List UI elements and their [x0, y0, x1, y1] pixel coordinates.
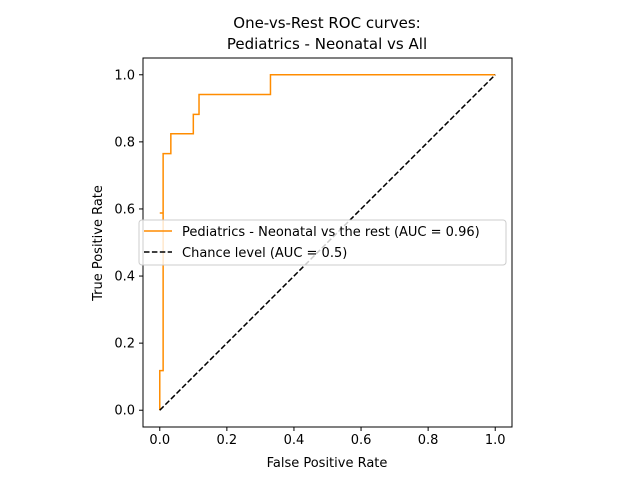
roc-curve-line — [159, 74, 496, 411]
y-tick-label: 0.0 — [114, 404, 135, 419]
legend-chance-label: Chance level (AUC = 0.5) — [182, 246, 347, 261]
y-tick-label: 0.8 — [114, 135, 135, 150]
y-tick-label: 0.6 — [114, 202, 135, 217]
legend: Pediatrics - Neonatal vs the rest (AUC =… — [138, 219, 507, 266]
y-tick-label: 1.0 — [114, 68, 135, 83]
chart-title-line-1: One-vs-Rest ROC curves: — [233, 14, 420, 32]
plot-area: 0.0 0.2 0.4 0.6 0.8 1.0 0.0 0.2 0.4 0.6 0.8 1.0 Pedi… — [114, 57, 513, 448]
x-tick-label: 0.6 — [351, 433, 372, 448]
x-axis-label: False Positive Rate — [267, 456, 388, 471]
y-tick-label: 0.4 — [114, 270, 135, 285]
chart-title-line-2: Pediatrics - Neonatal vs All — [227, 35, 427, 53]
y-tick-label: 0.2 — [114, 337, 135, 352]
legend-frame — [138, 219, 507, 266]
x-tick-label: 1.0 — [485, 433, 506, 448]
y-axis-label: True Positive Rate — [91, 185, 106, 302]
x-tick-label: 0.0 — [149, 433, 170, 448]
legend-roc-label: Pediatrics - Neonatal vs the rest (AUC =… — [182, 225, 480, 240]
x-tick-label: 0.4 — [284, 433, 305, 448]
x-tick-label: 0.2 — [217, 433, 238, 448]
x-tick-label: 0.8 — [418, 433, 439, 448]
